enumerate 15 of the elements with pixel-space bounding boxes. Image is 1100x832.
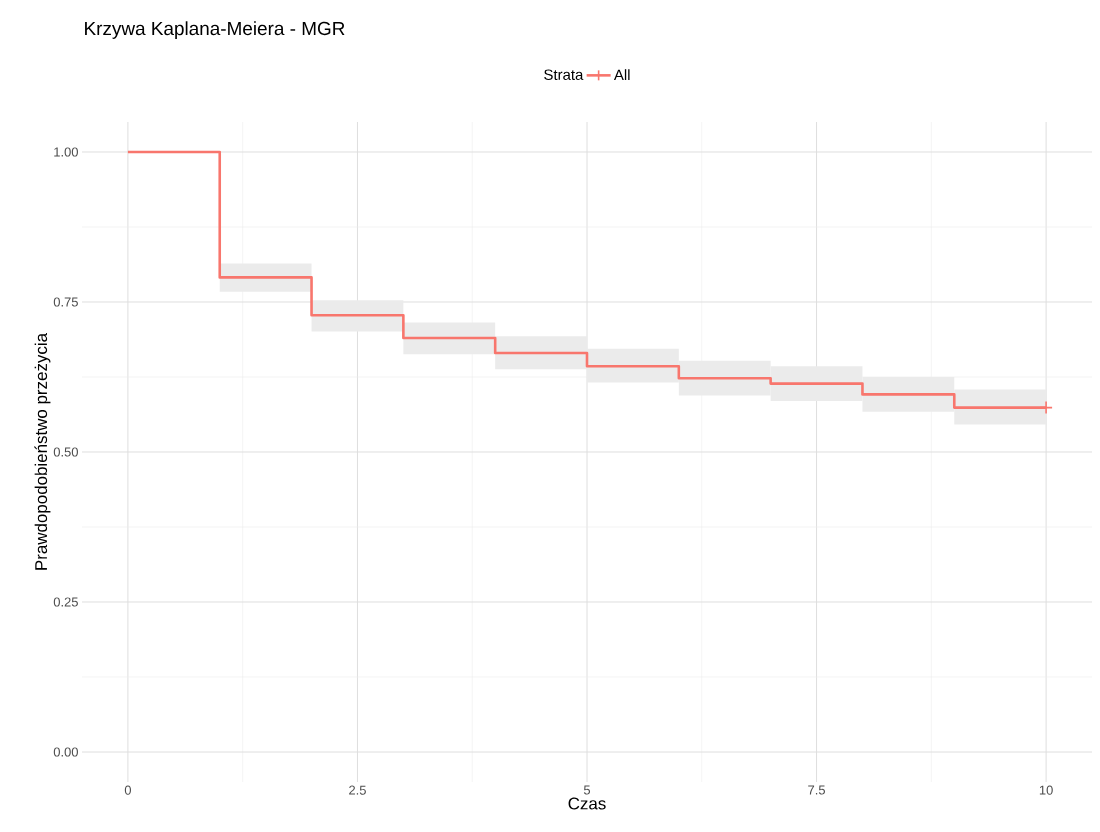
legend-title: Strata xyxy=(544,69,584,80)
x-axis-title: Czas xyxy=(568,797,606,810)
x-tick-label: 5 xyxy=(583,785,591,795)
y-tick-label: 0.00 xyxy=(53,747,78,757)
x-tick-label: 2.5 xyxy=(349,785,366,795)
chart-title: Krzywa Kaplana-Meiera - MGR xyxy=(85,21,345,39)
x-tick-label: 7.5 xyxy=(808,785,825,795)
y-tick-label: 1.00 xyxy=(54,147,78,157)
x-tick-label: 10 xyxy=(1039,785,1053,795)
y-tick-label: 0.75 xyxy=(53,297,78,307)
x-tick-label: 0 xyxy=(124,785,132,795)
y-axis-title: Prawdopodobieństwo przeżycia xyxy=(34,332,51,570)
y-tick-label: 0.25 xyxy=(53,597,78,607)
y-tick-label: 0.50 xyxy=(53,447,78,457)
legend-label: All xyxy=(613,69,630,81)
